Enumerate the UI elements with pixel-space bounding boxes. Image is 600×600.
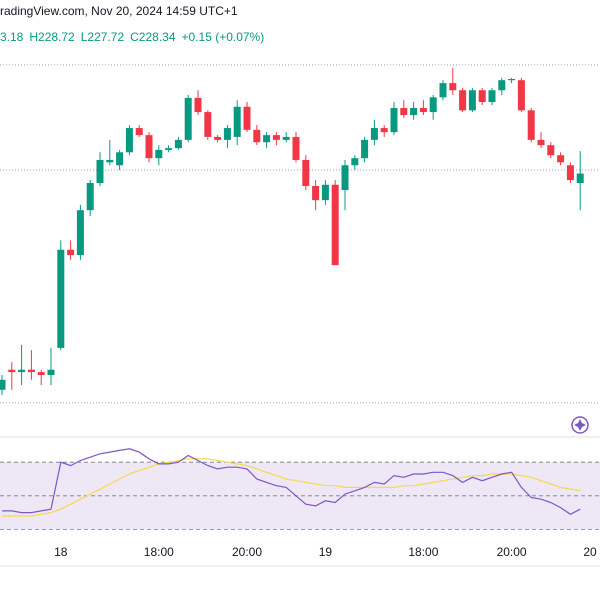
- candle-body: [145, 135, 153, 159]
- candle-body: [380, 128, 388, 133]
- candle-body: [508, 79, 516, 81]
- candle-body: [18, 369, 26, 373]
- candle-body: [223, 128, 231, 140]
- candle-body: [204, 112, 212, 137]
- candle-body: [57, 249, 65, 348]
- candle-body: [243, 106, 251, 130]
- candle-body: [547, 145, 555, 156]
- candle-body: [116, 152, 124, 166]
- candle-body: [272, 135, 280, 140]
- candle-body: [37, 372, 45, 376]
- candle-body: [76, 210, 84, 256]
- x-tick-label: 18: [54, 545, 68, 559]
- chart-title: radingView.com, Nov 20, 2024 14:59 UTC+1: [0, 4, 238, 18]
- candle-body: [155, 149, 163, 159]
- candle-body: [527, 110, 535, 140]
- candle-body: [8, 369, 16, 373]
- indicator-icon-star: [574, 419, 586, 431]
- candle-body: [253, 129, 261, 143]
- candle-body: [86, 183, 94, 211]
- candle-body: [135, 128, 143, 136]
- candle-body: [478, 90, 486, 103]
- candle-body: [331, 184, 339, 266]
- candle-body: [194, 97, 202, 113]
- candle-body: [419, 107, 427, 113]
- candle-body: [351, 158, 359, 166]
- candle-body: [165, 148, 173, 150]
- legend-value: C228.34: [130, 30, 176, 44]
- candle-body: [184, 97, 192, 140]
- candle-body: [400, 107, 408, 116]
- candle-body: [312, 185, 320, 201]
- candle-body: [47, 369, 55, 376]
- legend-value: +0.15 (+0.07%): [182, 30, 265, 44]
- candle-body: [174, 139, 182, 149]
- candle-body: [410, 107, 418, 116]
- candle-body: [557, 155, 565, 163]
- candle-body: [282, 136, 290, 140]
- x-tick-label: 18:00: [408, 545, 438, 559]
- candle-body: [233, 106, 241, 137]
- candle-body: [390, 107, 398, 133]
- candle-body: [576, 173, 584, 183]
- candle-body: [429, 97, 437, 113]
- x-tick-label: 20:00: [497, 545, 527, 559]
- candle-body: [0, 379, 6, 390]
- legend-value: L227.72: [81, 30, 125, 44]
- candle-body: [498, 80, 506, 91]
- candle-body: [439, 83, 447, 98]
- x-tick-label: 20:00: [232, 545, 262, 559]
- candle-body: [449, 83, 457, 91]
- candle-body: [96, 159, 104, 183]
- candle-body: [459, 90, 467, 111]
- candle-body: [341, 165, 349, 191]
- candle-body: [468, 90, 476, 111]
- candle-body: [302, 159, 310, 186]
- candle-body: [263, 135, 271, 143]
- candle-body: [370, 128, 378, 140]
- rsi-line: [2, 448, 581, 515]
- rsi-ma-line: [2, 458, 581, 517]
- x-tick-label: 18:00: [144, 545, 174, 559]
- candle-body: [292, 136, 300, 160]
- x-tick-label: 19: [319, 545, 333, 559]
- legend-value: H228.72: [29, 30, 75, 44]
- candle-body: [488, 90, 496, 103]
- x-tick-label: 20: [583, 545, 597, 559]
- candle-body: [537, 139, 545, 146]
- candle-body: [566, 165, 574, 181]
- candle-body: [517, 80, 525, 111]
- candle-body: [321, 184, 329, 201]
- candle-body: [214, 136, 222, 140]
- candle-body: [67, 249, 75, 256]
- legend-value: 3.18: [0, 30, 24, 44]
- candle-body: [106, 159, 114, 163]
- indicator-icon[interactable]: [571, 416, 589, 434]
- candle-body: [361, 139, 369, 159]
- candle-body: [125, 128, 133, 153]
- candle-body: [27, 369, 35, 373]
